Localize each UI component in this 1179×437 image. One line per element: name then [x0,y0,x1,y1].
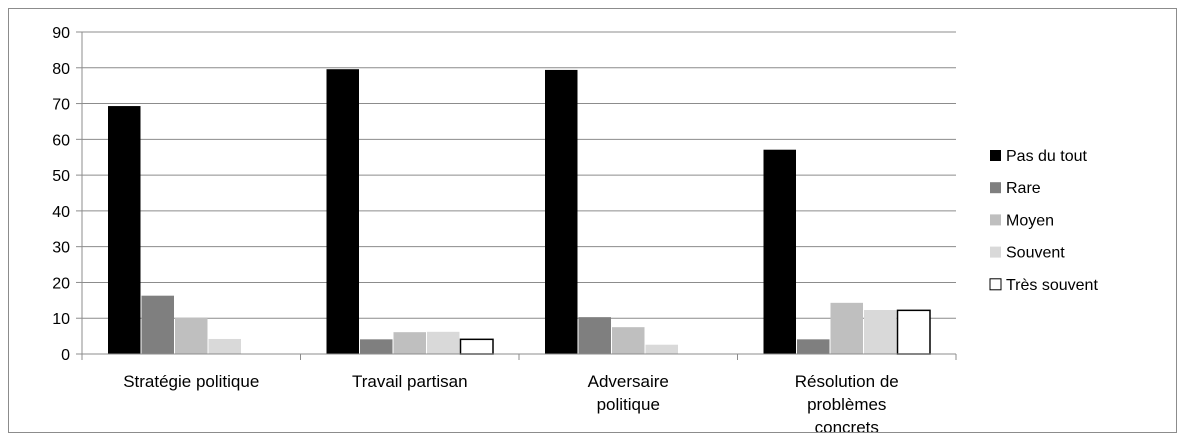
legend-swatch [990,182,1001,194]
y-tick-label: 90 [52,25,70,42]
x-category-label: politique [597,395,660,414]
legend-label: Pas du tout [1006,148,1088,165]
bar-souvent [864,309,897,354]
bar-souvent [208,338,241,354]
bar-chart: 0 10 20 30 40 50 60 70 80 90 Stratégie politique Tr… [52,25,1098,437]
bar-très-souvent [459,338,494,355]
chart-frame: 0 10 20 30 40 50 60 70 80 90 Stratégie politique Tr… [8,8,1177,437]
x-category-label: Travail partisan [352,372,468,391]
x-category-label: Résolution de [795,372,899,391]
legend-swatch [990,246,1001,258]
bar-rare [797,339,830,354]
y-tick-label: 50 [52,168,70,185]
axes: 0 10 20 30 40 50 60 70 80 90 Stratégie politique Tr… [52,25,957,437]
x-category-label: Stratégie politique [123,372,259,391]
legend: Pas du tout Rare Moyen Souvent Très souvent [989,148,1098,294]
x-category-label: Adversaire [588,372,669,391]
legend-label: Très souvent [1006,277,1098,294]
bar-rare [141,295,174,354]
bar-pas-du-tout [108,106,141,354]
bar-rare [360,339,393,354]
x-category-label: problèmes [807,395,886,414]
legend-swatch [989,278,1002,291]
gridlines [82,31,956,319]
bar-très-souvent [896,309,931,355]
legend-swatch [990,214,1001,226]
y-tick-label: 80 [52,61,70,78]
y-tick-label: 30 [52,240,70,257]
bars [108,69,931,355]
y-tick-label: 70 [52,97,70,114]
y-tick-label: 60 [52,132,70,149]
legend-swatch [990,150,1001,161]
x-category-label: concrets [815,418,879,432]
y-tick-label: 20 [52,275,70,292]
bar-souvent [645,344,678,354]
legend-label: Souvent [1006,245,1065,262]
bar-moyen [612,327,645,354]
y-tick-label: 40 [52,204,70,221]
bar-pas-du-tout [326,69,359,354]
y-tick-label: 10 [52,311,70,328]
bar-moyen [175,317,208,354]
bar-rare [578,317,611,354]
bar-moyen [393,332,426,354]
bar-souvent [427,331,460,354]
legend-label: Rare [1006,180,1041,197]
bar-pas-du-tout [545,69,578,355]
legend-label: Moyen [1006,212,1054,229]
bar-pas-du-tout [763,149,796,354]
bar-moyen [830,302,863,354]
y-tick-label: 0 [61,347,70,364]
